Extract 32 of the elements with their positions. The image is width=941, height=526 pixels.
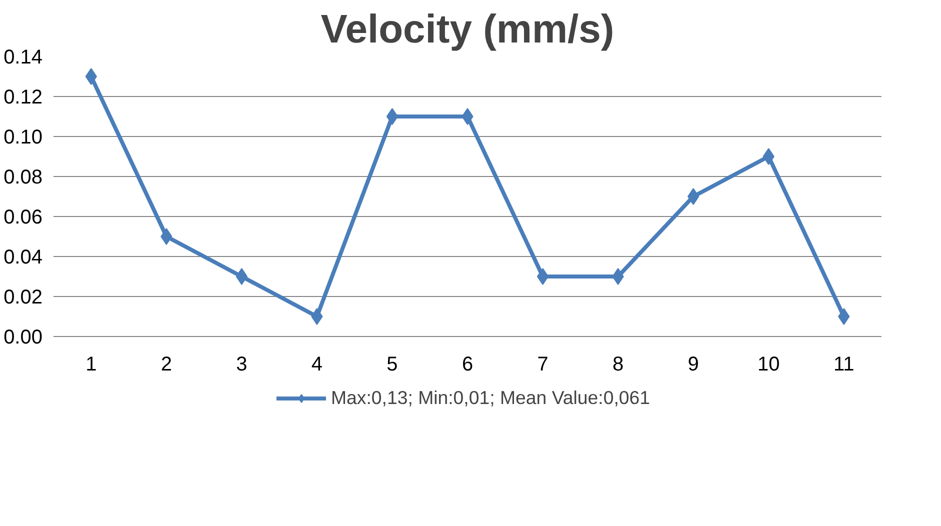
x-tick-label: 5 bbox=[386, 354, 398, 376]
point bbox=[85, 68, 97, 85]
x-tick-label: 1 bbox=[86, 354, 97, 376]
x-tick-label: 3 bbox=[236, 354, 248, 376]
y-tick-label: 0.10 bbox=[4, 126, 43, 148]
x-tick-label: 8 bbox=[612, 354, 624, 376]
point bbox=[160, 228, 172, 245]
x-tick-label: 7 bbox=[537, 354, 548, 376]
y-tick-label: 0.00 bbox=[4, 326, 43, 348]
x-tick-label: 6 bbox=[462, 354, 474, 376]
point bbox=[838, 308, 850, 325]
point bbox=[536, 268, 549, 285]
point bbox=[236, 268, 248, 285]
x-tick-label: 11 bbox=[833, 354, 854, 376]
x-tick-label: 10 bbox=[757, 354, 780, 376]
point bbox=[462, 108, 474, 125]
point bbox=[311, 308, 323, 325]
x-tick-label: 4 bbox=[311, 354, 323, 376]
point bbox=[762, 148, 774, 165]
x-tick-label: 2 bbox=[160, 354, 172, 376]
point bbox=[687, 188, 700, 205]
y-tick-label: 0.14 bbox=[4, 46, 43, 68]
chart-title: Velocity (mm/s) bbox=[320, 8, 614, 52]
y-tick-label: 0.08 bbox=[4, 166, 43, 188]
y-tick-label: 0.06 bbox=[4, 206, 43, 228]
y-tick-label: 0.12 bbox=[4, 86, 43, 108]
y-tick-label: 0.04 bbox=[4, 246, 43, 268]
x-tick-label: 9 bbox=[688, 354, 699, 376]
legend-label: Max:0,13; Min:0,01; Mean Value:0,061 bbox=[330, 387, 650, 409]
point bbox=[386, 108, 398, 125]
point bbox=[612, 268, 624, 285]
y-tick-label: 0.02 bbox=[4, 286, 43, 308]
